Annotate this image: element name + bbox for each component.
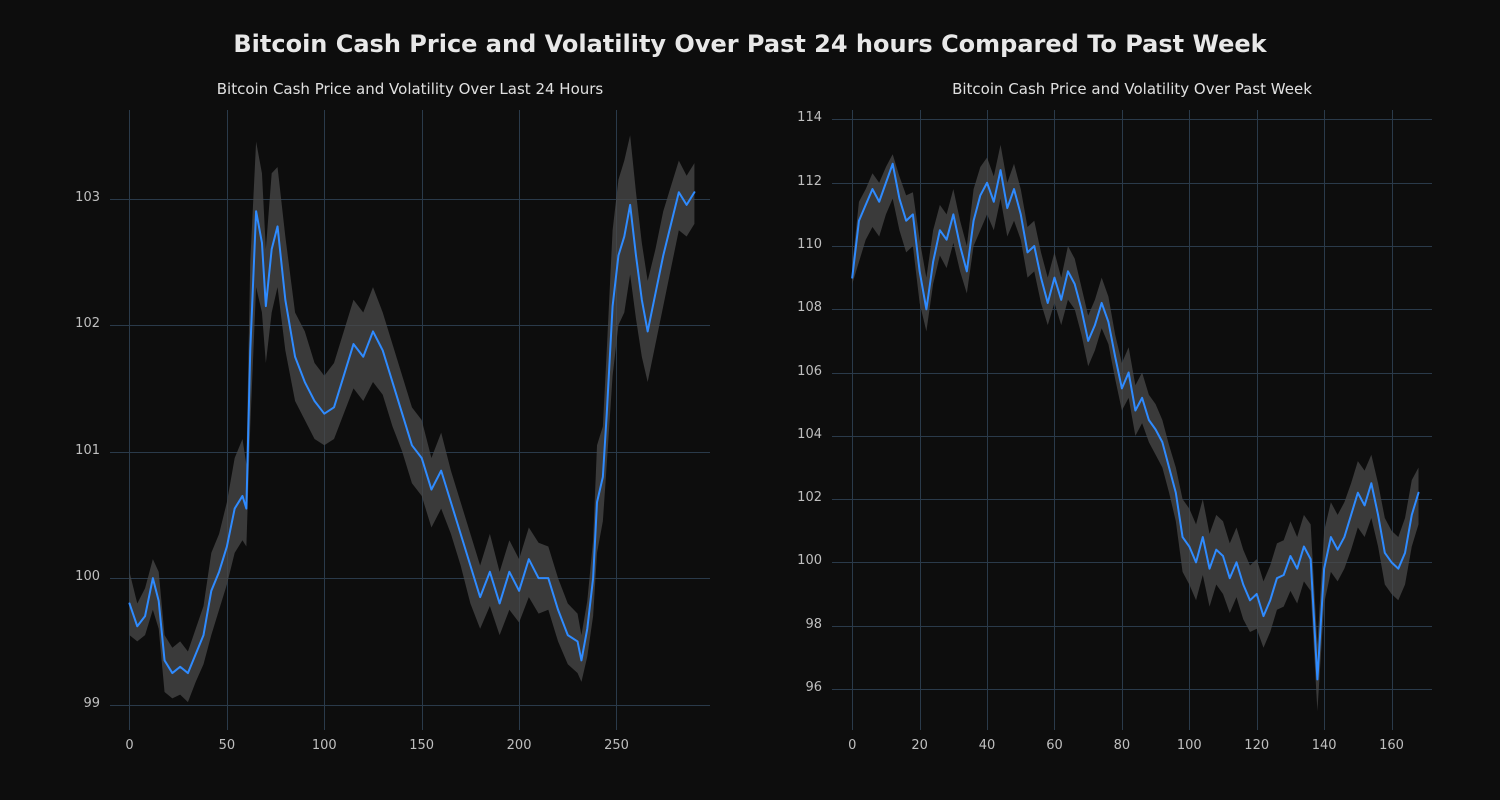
plot-week: [832, 110, 1432, 730]
xtick-label: 140: [1309, 738, 1339, 753]
ytick-label: 104: [797, 427, 822, 442]
ytick-label: 112: [797, 174, 822, 189]
ytick-label: 100: [75, 569, 100, 584]
xtick-label: 0: [837, 738, 867, 753]
ytick-label: 108: [797, 300, 822, 315]
subplot-week: Bitcoin Cash Price and Volatility Over P…: [832, 110, 1432, 730]
xtick-label: 20: [905, 738, 935, 753]
xtick-label: 50: [212, 738, 242, 753]
xtick-label: 40: [972, 738, 1002, 753]
ytick-label: 102: [797, 490, 822, 505]
figure: Bitcoin Cash Price and Volatility Over P…: [0, 0, 1500, 800]
xtick-label: 250: [601, 738, 631, 753]
xtick-label: 200: [504, 738, 534, 753]
subplot-week-title: Bitcoin Cash Price and Volatility Over P…: [832, 80, 1432, 98]
ytick-label: 102: [75, 316, 100, 331]
subplot-24h-title: Bitcoin Cash Price and Volatility Over L…: [110, 80, 710, 98]
xtick-label: 60: [1039, 738, 1069, 753]
xtick-label: 80: [1107, 738, 1137, 753]
volatility-band: [129, 135, 694, 702]
xtick-label: 120: [1242, 738, 1272, 753]
xtick-label: 0: [114, 738, 144, 753]
ytick-label: 100: [797, 553, 822, 568]
ytick-label: 101: [75, 443, 100, 458]
ytick-label: 98: [805, 617, 822, 632]
xtick-label: 100: [1174, 738, 1204, 753]
ytick-label: 110: [797, 237, 822, 252]
figure-suptitle: Bitcoin Cash Price and Volatility Over P…: [0, 30, 1500, 58]
subplot-24h: Bitcoin Cash Price and Volatility Over L…: [110, 110, 710, 730]
ytick-label: 96: [805, 680, 822, 695]
xtick-label: 160: [1377, 738, 1407, 753]
xtick-label: 100: [309, 738, 339, 753]
xtick-label: 150: [407, 738, 437, 753]
volatility-band: [852, 145, 1418, 711]
ytick-label: 103: [75, 190, 100, 205]
ytick-label: 106: [797, 364, 822, 379]
ytick-label: 114: [797, 110, 822, 125]
plot-24h: [110, 110, 710, 730]
ytick-label: 99: [83, 696, 100, 711]
